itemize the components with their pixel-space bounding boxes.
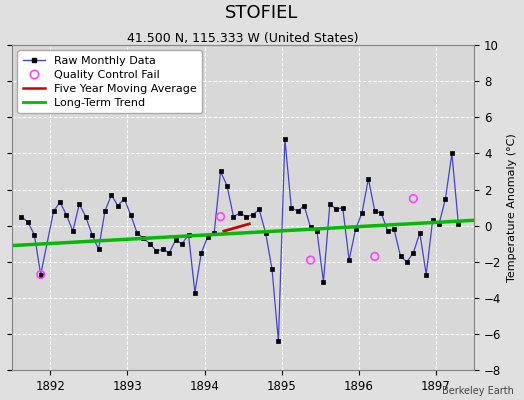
Point xyxy=(216,214,225,220)
Point xyxy=(409,195,418,202)
Point xyxy=(37,271,45,278)
Y-axis label: Temperature Anomaly (°C): Temperature Anomaly (°C) xyxy=(507,133,517,282)
Point xyxy=(307,257,315,263)
Text: STOFIEL: STOFIEL xyxy=(225,4,299,22)
Point xyxy=(370,253,379,260)
Text: Berkeley Earth: Berkeley Earth xyxy=(442,386,514,396)
Title: 41.500 N, 115.333 W (United States): 41.500 N, 115.333 W (United States) xyxy=(127,32,359,45)
Legend: Raw Monthly Data, Quality Control Fail, Five Year Moving Average, Long-Term Tren: Raw Monthly Data, Quality Control Fail, … xyxy=(17,50,202,113)
